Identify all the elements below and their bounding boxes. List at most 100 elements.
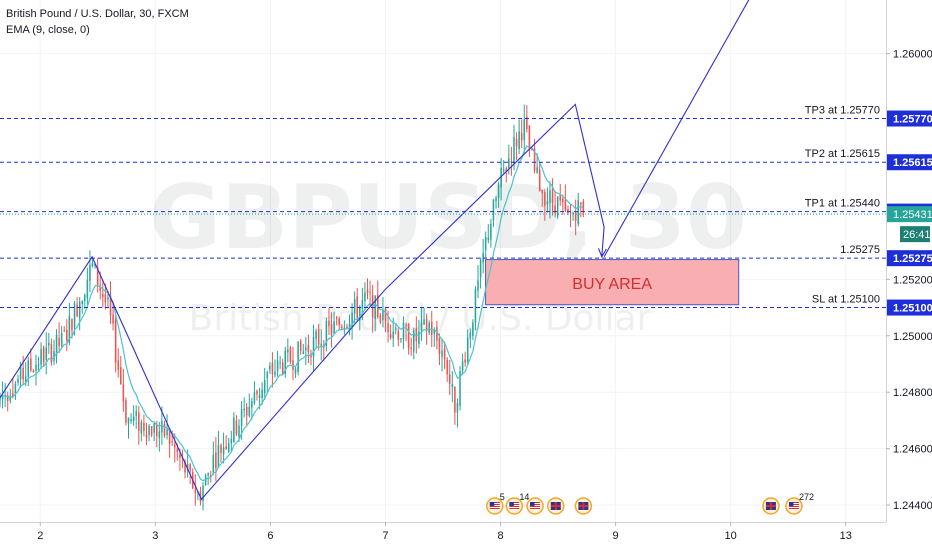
event-marker[interactable] — [526, 497, 544, 515]
candle — [50, 338, 53, 366]
us-flag-stripe — [530, 506, 541, 507]
candle-body — [395, 328, 397, 330]
candle — [78, 297, 81, 331]
candle-body — [284, 350, 287, 374]
projection-arrow-line[interactable] — [603, 0, 771, 258]
us-flag-stripe — [489, 508, 500, 509]
candle-body — [143, 422, 145, 432]
candle-body — [140, 422, 143, 434]
candle-body — [526, 117, 528, 129]
candle-body — [194, 489, 197, 494]
candle — [279, 355, 281, 370]
candle — [233, 412, 235, 444]
candle-body — [359, 306, 361, 321]
event-marker[interactable] — [762, 497, 780, 515]
event-marker[interactable]: 5 — [486, 492, 505, 515]
candle-body — [448, 374, 451, 384]
time-axis[interactable]: 2 3 6 7 8 9 10 13 — [0, 522, 932, 550]
time-axis-tick-label: 8 — [497, 530, 503, 542]
candle — [446, 357, 448, 382]
candle-body — [307, 344, 310, 353]
candle — [266, 370, 269, 394]
candle-body — [19, 365, 22, 380]
candle — [448, 359, 451, 396]
event-marker[interactable]: 272 — [785, 492, 814, 515]
candle — [556, 196, 559, 220]
price-axis-tick-label: 1.25200 — [893, 274, 932, 286]
candle-body — [549, 190, 551, 204]
event-marker[interactable] — [574, 497, 593, 515]
candle — [492, 199, 495, 228]
price-level-tag — [887, 250, 932, 267]
candle-body — [243, 408, 245, 411]
candle-body — [366, 289, 369, 294]
candle — [256, 389, 258, 401]
candle — [292, 346, 294, 381]
time-axis-tick-label: 13 — [840, 530, 852, 542]
candle-body — [148, 425, 150, 436]
candle — [459, 366, 461, 411]
candle — [382, 297, 384, 328]
event-marker[interactable] — [547, 497, 565, 515]
candle-body — [91, 262, 94, 267]
candle — [510, 146, 513, 176]
candle-body — [518, 131, 520, 149]
candle-body — [217, 445, 220, 468]
event-marker-count: 5 — [500, 492, 505, 502]
candle-body — [150, 426, 153, 436]
candle — [302, 343, 305, 355]
candle — [202, 482, 204, 511]
price-axis[interactable]: 1.24400 1.24600 1.24800 1.25000 1.25200 1.260… — [886, 0, 932, 550]
candle-body — [554, 205, 556, 214]
candle — [356, 288, 358, 322]
candle-body — [12, 393, 14, 397]
price-level-label: TP3 at 1.25770 — [805, 105, 880, 117]
candle — [163, 420, 166, 438]
candle-body — [204, 475, 207, 486]
candle — [441, 338, 443, 372]
price-axis-tick-label: 1.24400 — [893, 500, 932, 512]
candle-body — [492, 199, 495, 221]
candle — [235, 415, 238, 436]
buy-area-zone[interactable] — [485, 259, 740, 306]
event-marker[interactable]: 14 — [505, 492, 529, 515]
event-markers[interactable]: 5142726222 — [486, 492, 932, 515]
candle — [490, 218, 492, 248]
candle — [14, 381, 17, 400]
candle-body — [407, 324, 410, 349]
candle-body — [102, 293, 104, 298]
candle-body — [248, 406, 251, 416]
price-level-label: TP1 at 1.25440 — [805, 198, 880, 210]
candle-body — [189, 464, 191, 471]
candle — [45, 332, 48, 375]
candle-body — [212, 454, 215, 473]
candle — [145, 422, 148, 446]
candle-body — [222, 447, 225, 455]
candle — [276, 351, 279, 377]
candle — [86, 268, 89, 306]
candle — [495, 195, 497, 209]
candle-body — [580, 202, 582, 205]
us-flag-stripe — [788, 508, 799, 509]
candle — [423, 307, 425, 325]
candle — [400, 338, 402, 343]
candle-body — [251, 401, 253, 408]
candle-body — [297, 341, 299, 372]
candle — [577, 192, 580, 227]
candle — [40, 342, 42, 369]
candle — [230, 430, 233, 452]
candle-body — [263, 380, 266, 394]
candle — [325, 317, 328, 352]
candle-body — [364, 292, 366, 302]
candle — [379, 313, 382, 325]
candle-body — [281, 362, 284, 375]
drawn-zigzag-line[interactable] — [0, 103, 605, 501]
candle — [287, 338, 289, 363]
candle-body — [6, 395, 9, 402]
us-flag-stripe — [788, 506, 799, 507]
candle-body — [253, 392, 256, 404]
candle-body — [289, 347, 292, 363]
candle-body — [487, 237, 490, 240]
